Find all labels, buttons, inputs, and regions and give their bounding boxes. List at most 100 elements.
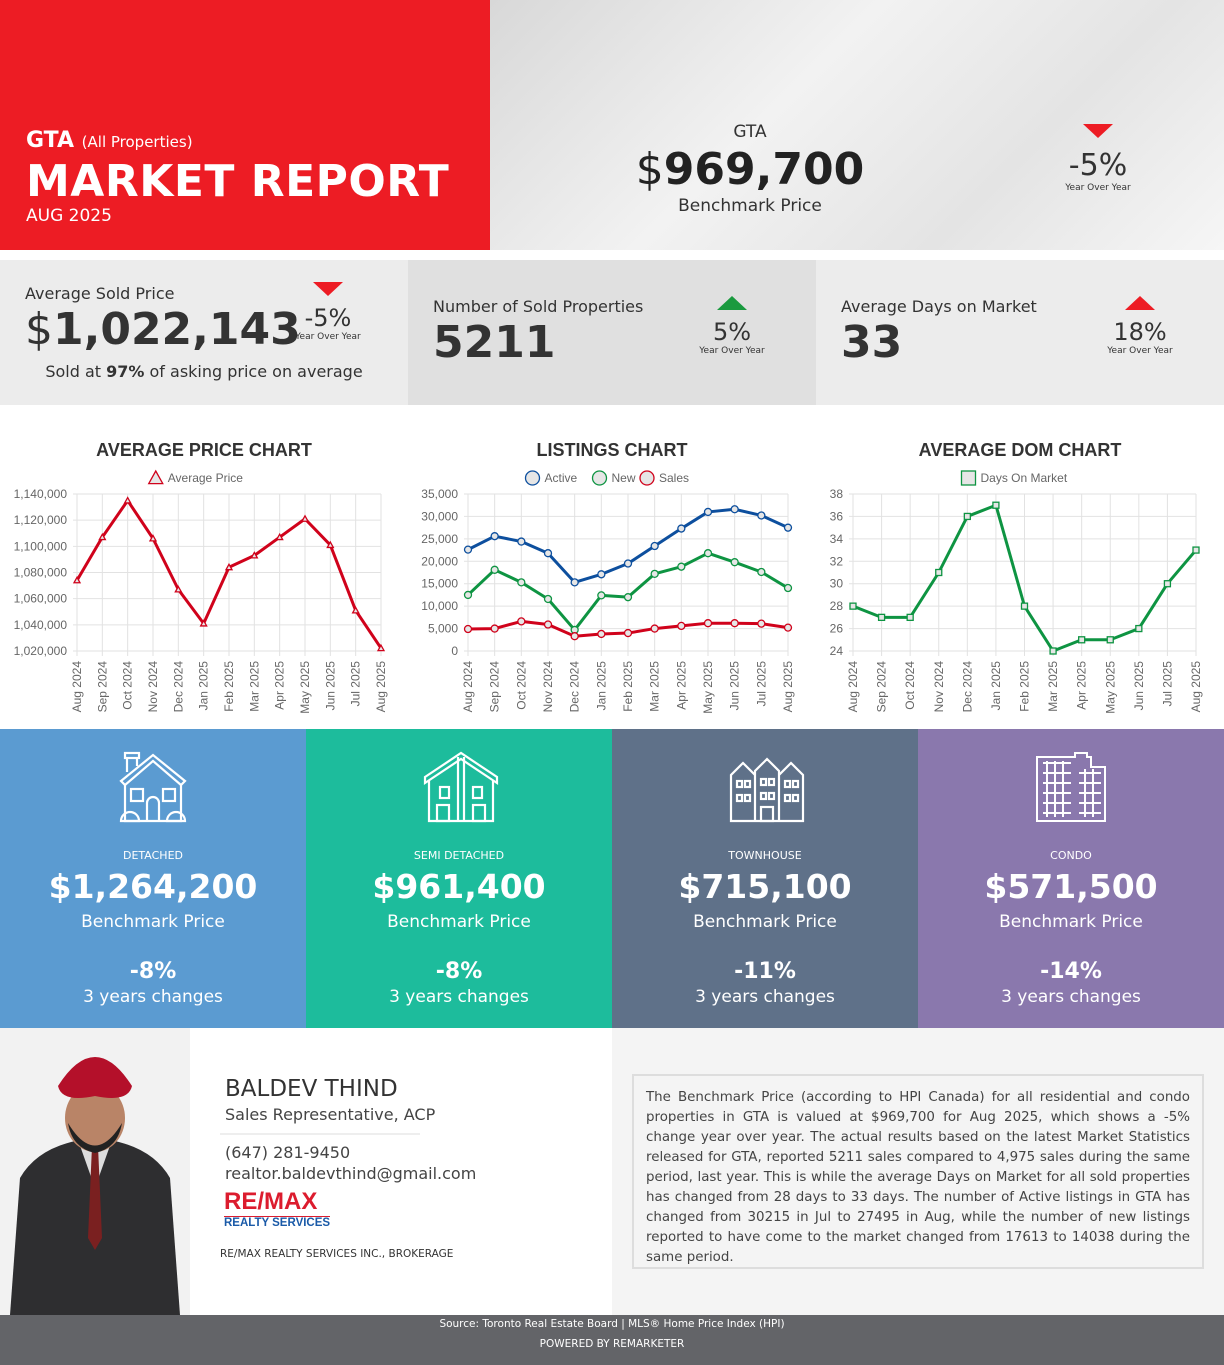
stat-value: 5211 — [433, 317, 556, 368]
footer-source: Source: Toronto Real Estate Board | MLS®… — [439, 1318, 785, 1330]
x-tick-label: Jan 2025 — [594, 661, 608, 711]
benchmark-label: Benchmark Price — [678, 196, 822, 216]
data-point — [623, 628, 633, 638]
data-point — [849, 602, 857, 610]
y-tick-label: 1,100,000 — [14, 539, 68, 553]
x-tick-label: Oct 2024 — [514, 661, 528, 710]
data-point — [1192, 546, 1200, 554]
benchmark-price-value: 969,700 — [663, 144, 865, 195]
divider — [220, 1133, 420, 1135]
data-point — [703, 549, 713, 558]
data-point — [730, 558, 739, 567]
y-tick-label: 38 — [830, 487, 844, 501]
note-text: Sold at — [45, 362, 107, 381]
benchmark-label: Benchmark Price — [999, 912, 1143, 932]
agent-phone[interactable]: (647) 281-9450 — [225, 1143, 351, 1162]
footer: Source: Toronto Real Estate Board | MLS®… — [0, 1315, 1224, 1365]
currency: $ — [635, 144, 664, 195]
data-point — [490, 624, 499, 633]
x-tick-label: Aug 2025 — [781, 661, 795, 713]
benchmark-price: $961,400 — [372, 867, 546, 906]
legend-label: Sales — [659, 471, 689, 485]
agent-name: BALDEV THIND — [225, 1076, 398, 1102]
y-tick-label: 28 — [830, 599, 844, 613]
x-tick-label: Dec 2024 — [171, 661, 185, 713]
y-tick-label: 20,000 — [421, 554, 458, 568]
y-tick-label: 24 — [830, 644, 844, 658]
data-point — [783, 623, 793, 632]
data-point — [174, 585, 183, 593]
data-point — [1163, 580, 1172, 588]
data-point — [463, 545, 473, 554]
chart-title: LISTINGS CHART — [537, 440, 688, 460]
x-tick-label: Jun 2025 — [1132, 661, 1146, 711]
property-type: CONDO — [1050, 849, 1092, 862]
data-point — [730, 619, 739, 628]
data-point — [517, 578, 526, 587]
x-tick-label: Aug 2024 — [846, 661, 860, 713]
stat-days-on-market: Average Days on Market 33 18% Year Over Y… — [816, 260, 1224, 405]
data-point — [543, 594, 553, 604]
data-point — [650, 569, 659, 578]
data-point — [1135, 624, 1143, 633]
x-tick-label: Sep 2024 — [95, 661, 109, 713]
y-tick-label: 1,060,000 — [14, 592, 68, 606]
footer-powered: POWERED BY REMARKETER — [539, 1338, 685, 1350]
x-tick-label: Dec 2024 — [960, 661, 974, 713]
data-point — [72, 576, 82, 584]
data-point — [650, 624, 659, 633]
data-point — [376, 643, 386, 652]
data-point — [597, 570, 606, 579]
benchmark-panel: GTA $969,700 Benchmark Price -5% Year Ov… — [490, 0, 1224, 250]
x-tick-label: Apr 2025 — [273, 661, 287, 710]
legend-marker-icon — [960, 470, 977, 486]
data-point — [703, 619, 713, 628]
x-tick-label: Jul 2025 — [349, 661, 363, 707]
report-title-banner: GTA (All Properties) MARKET REPORT AUG 2… — [0, 0, 490, 250]
y-tick-label: 1,040,000 — [14, 618, 68, 632]
y-tick-label: 30,000 — [421, 509, 458, 523]
data-point — [650, 541, 659, 551]
data-point — [463, 590, 473, 600]
data-point — [906, 613, 914, 622]
agent-photo — [0, 1028, 190, 1315]
benchmark-change: -5% — [1068, 148, 1128, 183]
x-tick-label: Aug 2025 — [1189, 661, 1203, 713]
data-point — [677, 562, 686, 571]
y-tick-label: 30 — [830, 577, 844, 591]
x-tick-label: Mar 2025 — [247, 661, 261, 712]
card-detached: DETACHED $1,264,200 Benchmark Price -8% 3 ye… — [0, 729, 306, 1028]
change-period: 3 years changes — [83, 987, 223, 1007]
data-point — [98, 532, 107, 541]
benchmark-price: $715,100 — [678, 867, 852, 906]
card-townhouse: TOWNHOUSE $715,100 Benchmark Price -11% 3 ye… — [612, 729, 918, 1028]
townhouse-icon — [729, 757, 805, 823]
agent-email[interactable]: realtor.baldevthind@gmail.com — [225, 1164, 477, 1183]
legend-label: Days On Market — [981, 471, 1068, 485]
data-point — [517, 617, 526, 626]
data-point — [1020, 602, 1029, 610]
x-tick-label: Feb 2025 — [621, 661, 635, 712]
yoy-block: -5% Year Over Year — [1050, 124, 1146, 193]
x-tick-label: Oct 2024 — [903, 661, 917, 710]
page-title: MARKET REPORT — [26, 156, 450, 207]
x-tick-label: May 2025 — [701, 661, 715, 714]
data-point — [1106, 636, 1114, 644]
change-value: -14% — [1040, 959, 1102, 984]
y-tick-label: 25,000 — [421, 532, 458, 546]
stat-label: Average Sold Price — [25, 284, 175, 303]
legend-label: New — [612, 471, 636, 485]
average-price-chart: AVERAGE PRICE CHART Average Price 1,020,00… — [14, 440, 388, 714]
data-point — [757, 567, 766, 577]
legend-marker-icon — [524, 470, 541, 486]
chart-title: AVERAGE DOM CHART — [919, 440, 1122, 460]
legend-marker-icon — [591, 470, 608, 486]
stat-value: $1,022,143 — [25, 304, 301, 355]
x-tick-label: Aug 2025 — [374, 661, 388, 713]
data-point — [623, 593, 633, 602]
x-tick-label: Nov 2024 — [541, 661, 555, 713]
x-tick-label: Aug 2024 — [70, 661, 84, 713]
data-point — [703, 507, 713, 517]
benchmark-price: $969,700 — [610, 144, 890, 195]
stat-label: Average Days on Market — [841, 297, 1037, 316]
